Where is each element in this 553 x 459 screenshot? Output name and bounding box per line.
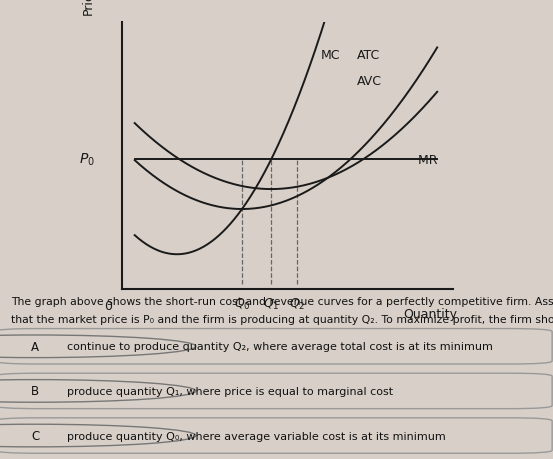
Circle shape (0, 380, 196, 403)
Circle shape (0, 424, 196, 447)
FancyBboxPatch shape (0, 329, 552, 364)
Text: The graph above shows the short-run cost and revenue curves for a perfectly comp: The graph above shows the short-run cost… (11, 296, 553, 306)
Circle shape (0, 335, 196, 358)
Text: A: A (31, 340, 39, 353)
Text: $Q_1$: $Q_1$ (263, 296, 280, 311)
Text: $Q_2$: $Q_2$ (289, 296, 306, 311)
Text: AVC: AVC (357, 75, 382, 88)
Text: MC: MC (321, 48, 340, 62)
Text: Quantity: Quantity (403, 308, 457, 321)
Text: C: C (31, 429, 39, 442)
Text: continue to produce quantity Q₂, where average total cost is at its minimum: continue to produce quantity Q₂, where a… (67, 341, 493, 352)
Text: that the market price is P₀ and the firm is producing at quantity Q₂. To maximiz: that the market price is P₀ and the firm… (11, 314, 553, 325)
Text: ATC: ATC (357, 48, 380, 62)
Text: $Q_0$: $Q_0$ (233, 296, 251, 311)
Text: 0: 0 (104, 300, 112, 313)
Text: produce quantity Q₀, where average variable cost is at its minimum: produce quantity Q₀, where average varia… (67, 431, 446, 441)
Text: MR: MR (414, 153, 437, 166)
FancyBboxPatch shape (0, 373, 552, 409)
Text: $P_0$: $P_0$ (79, 151, 95, 168)
Text: Price: Price (82, 0, 95, 15)
FancyBboxPatch shape (0, 418, 552, 453)
Text: produce quantity Q₁, where price is equal to marginal cost: produce quantity Q₁, where price is equa… (67, 386, 393, 396)
Text: B: B (31, 385, 39, 397)
